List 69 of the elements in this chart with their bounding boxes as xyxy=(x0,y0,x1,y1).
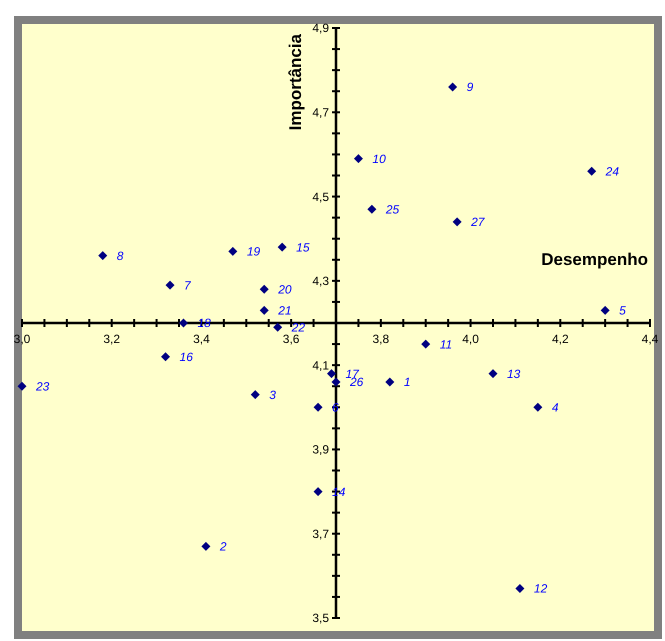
annotation: 13 xyxy=(507,366,521,381)
point xyxy=(260,306,269,315)
annotation: 9 xyxy=(466,80,474,94)
annotation: 22 xyxy=(290,320,306,334)
annotation: 12 xyxy=(534,582,548,596)
point xyxy=(533,402,542,412)
x-tick-label: 3,2 xyxy=(103,332,120,346)
x-tick-label: 3,8 xyxy=(372,332,390,346)
x-tick-label: 4,2 xyxy=(552,332,569,346)
point xyxy=(260,284,269,294)
annotation: 6 xyxy=(332,400,340,414)
annotation: 18 xyxy=(197,316,212,330)
point xyxy=(273,322,282,332)
annotation: 2 xyxy=(218,540,227,554)
y-tick-label: 4,1 xyxy=(312,358,330,372)
point xyxy=(385,378,394,386)
x-tick-label: 3,4 xyxy=(193,332,210,346)
annotation: 10 xyxy=(372,152,386,166)
point xyxy=(332,378,340,386)
annotation: 23 xyxy=(35,379,50,394)
point xyxy=(452,217,462,226)
y-axis-title: Importância xyxy=(286,33,305,130)
point xyxy=(488,369,498,378)
point xyxy=(314,402,323,412)
annotation: 8 xyxy=(116,248,124,263)
annotation: 15 xyxy=(296,240,310,254)
annotation: 7 xyxy=(184,278,192,292)
annotation: 3 xyxy=(269,388,276,402)
annotation: 11 xyxy=(440,337,452,352)
y-tick-label: 3,7 xyxy=(312,526,330,541)
x-tick-label: 4,0 xyxy=(462,332,480,346)
point xyxy=(250,390,260,400)
point xyxy=(448,82,458,92)
point xyxy=(587,166,596,176)
point xyxy=(201,542,210,551)
annotation: 25 xyxy=(384,202,400,216)
point xyxy=(515,584,524,593)
annotation: 24 xyxy=(604,164,620,178)
annotation: 16 xyxy=(180,350,194,364)
annotation: 19 xyxy=(246,244,260,259)
point xyxy=(18,382,26,391)
y-tick-label: 4,9 xyxy=(312,21,330,36)
x-axis-title: Desempenho xyxy=(541,250,648,269)
annotation: 5 xyxy=(619,304,626,318)
y-tick-label: 3,9 xyxy=(312,442,330,457)
annotation: 20 xyxy=(277,282,292,296)
point xyxy=(228,246,238,256)
annotation: 4 xyxy=(552,400,559,414)
point xyxy=(327,369,336,378)
point xyxy=(600,306,610,315)
point xyxy=(98,251,108,260)
x-tick-label: 3,6 xyxy=(282,332,300,346)
x-tick-label: 3,0 xyxy=(14,332,31,346)
y-tick-label: 4,7 xyxy=(312,105,330,120)
x-tick-label: 4,4 xyxy=(642,332,659,346)
annotation: 1 xyxy=(404,375,411,390)
annotation: 21 xyxy=(277,304,292,318)
annotation: 27 xyxy=(470,215,486,230)
point xyxy=(354,154,363,164)
y-tick-label: 4,3 xyxy=(312,274,330,288)
y-tick-label: 4,5 xyxy=(312,190,330,204)
point xyxy=(367,204,376,214)
point xyxy=(421,340,430,349)
point xyxy=(166,280,175,290)
y-tick-label: 3,5 xyxy=(312,611,330,626)
point xyxy=(278,242,287,252)
point xyxy=(161,352,170,362)
point xyxy=(178,318,188,328)
point xyxy=(314,487,323,496)
